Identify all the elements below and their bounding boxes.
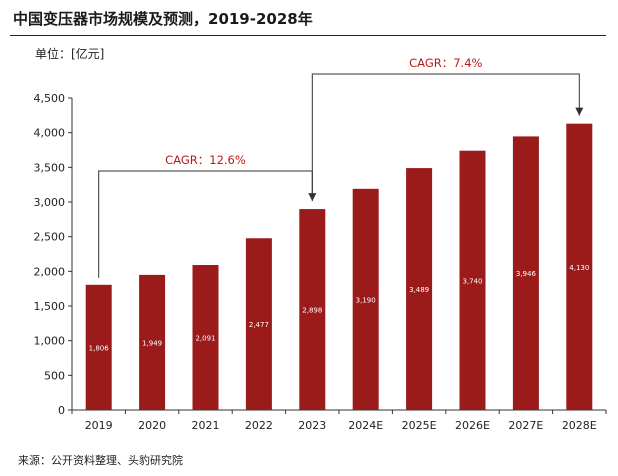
- chart-title: 中国变压器市场规模及预测，2019-2028年: [13, 10, 313, 28]
- bar-value-label: 1,806: [89, 344, 110, 352]
- x-tick-label: 2024E: [348, 419, 383, 432]
- y-tick-label: 1,500: [34, 300, 66, 313]
- y-tick-label: 3,000: [34, 196, 66, 209]
- bar: [512, 136, 539, 411]
- bar-value-label: 3,946: [516, 270, 537, 278]
- chart-bars: 1,806 1,949 2,091 2,477 2,898 3,190 3,489 3,740…: [85, 123, 593, 411]
- y-tick-label: 3,500: [34, 161, 66, 174]
- y-tick-label: 1,000: [34, 335, 66, 348]
- bar-value-label: 2,477: [249, 321, 269, 329]
- bar-value-label: 4,130: [569, 264, 589, 272]
- source-note: 来源：公开资料整理、头豹研究院: [18, 454, 183, 467]
- bar: [139, 274, 166, 410]
- x-tick-label: 2027E: [508, 419, 543, 432]
- bar-value-label: 3,190: [356, 296, 376, 304]
- unit-label: 单位：[亿元]: [35, 47, 105, 61]
- y-tick-label: 2,500: [34, 231, 66, 244]
- x-tick-label: 2022: [245, 419, 273, 432]
- bar: [459, 150, 486, 410]
- cagr-connector: [98, 170, 313, 278]
- x-tick-label: 2023: [298, 419, 326, 432]
- y-tick-label: 4,500: [34, 92, 66, 105]
- bar-value-label: 2,898: [302, 307, 322, 315]
- bar: [85, 284, 112, 410]
- y-tick-label: 4,000: [34, 127, 66, 140]
- chart-axes: 0 500 1,000 1,500 2,000 2,500 3,000 3,500 4,000 4…: [34, 92, 607, 432]
- cagr-arrowhead: [308, 193, 317, 202]
- x-tick-label: 2021: [192, 419, 220, 432]
- bar: [406, 168, 433, 410]
- title-divider: [10, 35, 606, 36]
- x-tick-label: 2020: [138, 419, 166, 432]
- y-tick-label: 500: [44, 369, 65, 382]
- cagr-connector: [311, 73, 580, 196]
- x-tick-label: 2026E: [455, 419, 490, 432]
- bar-value-label: 2,091: [195, 335, 215, 343]
- bar: [192, 265, 219, 410]
- x-tick-label: 2025E: [402, 419, 437, 432]
- chart-annotations: CAGR：12.6% CAGR：7.4%: [98, 56, 584, 278]
- bar: [299, 209, 326, 410]
- cagr-label: CAGR：12.6%: [165, 153, 246, 167]
- bar: [566, 123, 593, 411]
- y-tick-label: 2,000: [34, 265, 66, 278]
- cagr-arrowhead: [575, 107, 584, 116]
- bar: [352, 188, 379, 410]
- x-tick-label: 2028E: [562, 419, 597, 432]
- y-tick-label: 0: [58, 404, 65, 417]
- bar-value-label: 1,949: [142, 339, 162, 347]
- bar-value-label: 3,740: [462, 277, 482, 285]
- x-tick-label: 2019: [85, 419, 113, 432]
- bar-value-label: 3,489: [409, 286, 429, 294]
- cagr-label: CAGR：7.4%: [409, 56, 482, 70]
- bar: [245, 238, 272, 410]
